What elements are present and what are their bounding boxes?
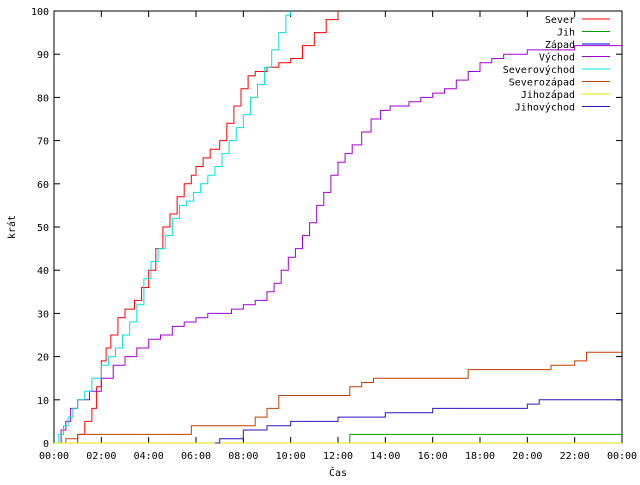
y-tick-label: 60	[37, 180, 49, 191]
legend-label: Severozápad	[509, 77, 575, 89]
legend-label: Jihovýchod	[515, 102, 575, 114]
series-line-východ	[56, 45, 622, 444]
x-tick-label: 12:00	[323, 451, 353, 462]
series-line-severozápad	[54, 351, 622, 444]
series-line-jihovýchod	[214, 399, 622, 444]
y-tick-label: 40	[37, 266, 49, 277]
y-tick-label: 90	[37, 50, 49, 61]
y-axis-label: krát	[6, 215, 18, 239]
x-tick-label: 04:00	[134, 451, 164, 462]
y-tick-label: 30	[37, 309, 49, 320]
legend-label: Severovýchod	[503, 64, 575, 76]
x-tick-label: 00:00	[607, 451, 637, 462]
legend-label: Západ	[545, 39, 575, 51]
x-tick-label: 14:00	[370, 451, 400, 462]
series-line-sever	[72, 11, 339, 444]
y-tick-label: 20	[37, 353, 49, 364]
x-tick-label: 02:00	[86, 451, 116, 462]
series-layer	[54, 11, 622, 444]
legend-label: Jih	[557, 28, 575, 39]
legend-label: Jihozápad	[521, 89, 575, 101]
x-tick-label: 22:00	[560, 451, 590, 462]
legend: Sever JihZápadVýchodSeverovýchodSeverozáp…	[503, 15, 610, 114]
x-axis: 00:00 02:00 04:00 06:00 08:00 10:00 12:00 14:00…	[39, 11, 637, 462]
x-tick-label: 20:00	[512, 451, 542, 462]
x-tick-label: 18:00	[465, 451, 495, 462]
series-line-severovýchod	[56, 11, 292, 444]
y-tick-label: 80	[37, 93, 49, 104]
y-tick-label: 10	[37, 396, 49, 407]
x-tick-label: 10:00	[276, 451, 306, 462]
legend-label: Sever	[545, 15, 575, 26]
x-axis-label: Čas	[329, 466, 347, 479]
series-line-jih	[347, 433, 622, 444]
x-tick-label: 06:00	[181, 451, 211, 462]
x-tick-label: 08:00	[228, 451, 258, 462]
y-tick-label: 70	[37, 137, 49, 148]
y-tick-label: 50	[37, 223, 49, 234]
y-tick-label: 100	[31, 7, 49, 18]
x-tick-label: 16:00	[418, 451, 448, 462]
y-tick-label: 0	[43, 439, 49, 450]
legend-label: Východ	[539, 52, 575, 64]
x-tick-label: 00:00	[39, 451, 69, 462]
